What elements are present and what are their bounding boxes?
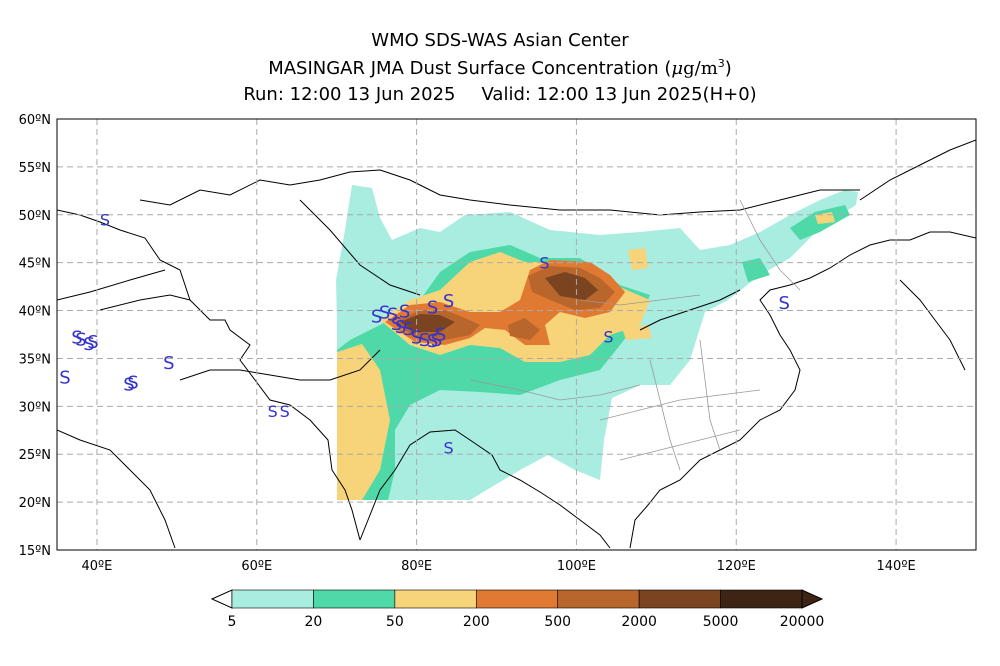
station-marker: S (163, 353, 174, 374)
station-marker: S (427, 331, 438, 352)
province-lines (469, 199, 801, 471)
station-marker: S (443, 439, 453, 458)
colorbar-under-arrow (210, 589, 233, 609)
lon-tick-label: 120ºE (717, 559, 756, 574)
lat-tick-label: 40ºN (19, 305, 51, 320)
station-marker: S (123, 374, 134, 395)
station-marker: S (268, 402, 278, 421)
station-marker: S (59, 368, 70, 389)
lat-tick-label: 50ºN (19, 209, 51, 224)
colorbar-segment (475, 589, 559, 609)
colorbar-label: 2000 (621, 614, 657, 630)
dust-field (336, 185, 858, 500)
title-text: MASINGAR JMA Dust Surface Concentration … (268, 58, 672, 79)
station-marker: S (539, 254, 549, 273)
station-marker: S (280, 402, 290, 421)
unit-exponent: 3 (717, 57, 725, 70)
colorbar-segment (231, 589, 314, 609)
gridlines (57, 119, 976, 550)
run-label: Run: 12:00 13 Jun 2025 (243, 84, 456, 105)
station-marker: S (403, 319, 414, 340)
colorbar-label: 20000 (779, 614, 825, 630)
station-marker: S (411, 327, 422, 348)
colorbar-label: 5 (227, 614, 237, 630)
station-marker: S (71, 327, 82, 348)
station-marker: S (399, 302, 410, 323)
colorbar-segment (638, 589, 721, 609)
station-marker: S (379, 302, 390, 323)
unit-close: ) (724, 58, 732, 79)
station-marker: S (395, 317, 406, 338)
lat-tick-label: 20ºN (19, 496, 51, 511)
lon-tick-label: 60ºE (241, 559, 272, 574)
lon-tick-label: 80ºE (401, 559, 432, 574)
lat-tick-label: 60ºN (19, 113, 51, 128)
colorbar-label: 50 (385, 614, 404, 630)
lon-tick-label: 40ºE (82, 559, 113, 574)
station-marker: S (371, 306, 382, 327)
colorbar-segment (394, 589, 477, 609)
colorbar-segment (557, 589, 640, 609)
longitude-tick-labels: 40ºE 60ºE 80ºE 100ºE 120ºE 140ºE (82, 559, 916, 574)
colorbar-segment (720, 589, 803, 609)
station-marker: S (83, 334, 94, 355)
unit-mu: μ (671, 58, 684, 79)
station-marker: S (427, 298, 438, 319)
station-marker: S (391, 314, 402, 335)
colorbar (210, 589, 824, 609)
station-marker: S (603, 327, 613, 346)
lat-tick-label: 55ºN (19, 161, 51, 176)
station-marker: S (127, 372, 138, 393)
latitude-tick-labels: 60ºN 55ºN 50ºN 45ºN 40ºN 35ºN 30ºN 25ºN 20ºN 15ºN (19, 113, 51, 559)
station-marker: S (419, 330, 430, 351)
station-marker: S (100, 211, 110, 230)
dust-level-50-200 (337, 212, 835, 500)
station-marker: S (87, 332, 98, 353)
valid-label: Valid: 12:00 13 Jun 2025(H+0) (481, 84, 757, 105)
lon-tick-label: 100ºE (557, 559, 596, 574)
station-marker: S (431, 330, 442, 351)
lat-tick-label: 30ºN (19, 400, 51, 415)
lat-tick-label: 35ºN (19, 352, 51, 367)
map-frame (56, 118, 977, 551)
lon-tick-label: 140ºE (877, 559, 916, 574)
title-line-2: MASINGAR JMA Dust Surface Concentration … (0, 57, 1000, 79)
colorbar-label: 20 (304, 614, 323, 630)
colorbar-label: 200 (462, 614, 490, 630)
station-marker: S (387, 304, 398, 325)
dust-level-2000-5000 (400, 272, 598, 332)
station-marker: S (443, 291, 454, 312)
lat-tick-label: 45ºN (19, 257, 51, 272)
station-marker: S (778, 293, 789, 314)
unit-text: g/m (683, 58, 718, 79)
title-line-1: WMO SDS-WAS Asian Center (371, 30, 629, 51)
station-marker: S (435, 325, 446, 346)
colorbar-label: 500 (544, 614, 572, 630)
station-marker: S (75, 329, 86, 350)
colorbar-over-arrow (801, 589, 824, 609)
colorbar-segment (313, 589, 396, 609)
colorbar-label: 5000 (702, 614, 739, 630)
lat-tick-label: 25ºN (19, 448, 51, 463)
coastlines (57, 139, 976, 549)
lat-tick-label: 15ºN (19, 544, 51, 559)
title-line-3: Run: 12:00 13 Jun 2025 Valid: 12:00 13 Ju… (0, 84, 1000, 105)
